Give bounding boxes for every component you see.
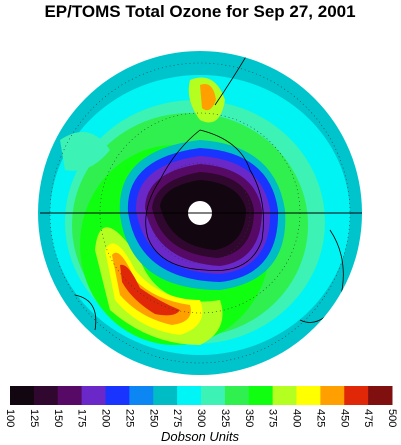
title: EP/TOMS Total Ozone for Sep 27, 2001 [44, 2, 355, 21]
colorbar-tick-label: 225 [123, 409, 135, 427]
colorbar-tick-label: 350 [243, 409, 255, 427]
color-swatch [272, 386, 297, 405]
colorbar-tick-label: 250 [147, 409, 159, 427]
colorbar-tick-label: 400 [291, 409, 303, 427]
colorbar-tick-label: 325 [219, 409, 231, 427]
color-swatch [344, 386, 369, 405]
color-swatch [177, 386, 202, 405]
color-swatch [224, 386, 250, 405]
color-swatch [248, 386, 274, 405]
color-swatch [201, 386, 226, 405]
colorbar-tick-label: 100 [4, 409, 16, 427]
color-swatch [368, 386, 393, 405]
color-swatch [33, 386, 59, 405]
color-swatch [57, 386, 83, 405]
colorbar-tick-label: 125 [28, 409, 40, 427]
colorbar-tick-label: 375 [267, 409, 279, 427]
ozone-map [38, 51, 362, 375]
color-swatch [153, 386, 178, 405]
colorbar-tick-label: 450 [338, 409, 350, 427]
colorbar-tick-label: 200 [100, 409, 112, 427]
color-swatch [320, 386, 345, 405]
colorbar-tick-label: 275 [171, 409, 183, 427]
colorbar-tick-label: 150 [52, 409, 64, 427]
color-swatch [105, 386, 130, 405]
color-swatch [296, 386, 321, 405]
colorbar-tick-label: 475 [362, 409, 374, 427]
color-swatch [10, 386, 35, 405]
colorbar-tick-label: 500 [386, 409, 398, 427]
color-swatch [81, 386, 106, 405]
colorbar-label: Dobson Units [161, 429, 240, 444]
color-swatch [129, 386, 154, 405]
colorbar-tick-label: 300 [195, 409, 207, 427]
colorbar: 100 125 150 175 200 225 250 275 300 325 350 375 400 4… [4, 386, 398, 427]
colorbar-tick-label: 425 [314, 409, 326, 427]
colorbar-tick-label: 175 [76, 409, 88, 427]
